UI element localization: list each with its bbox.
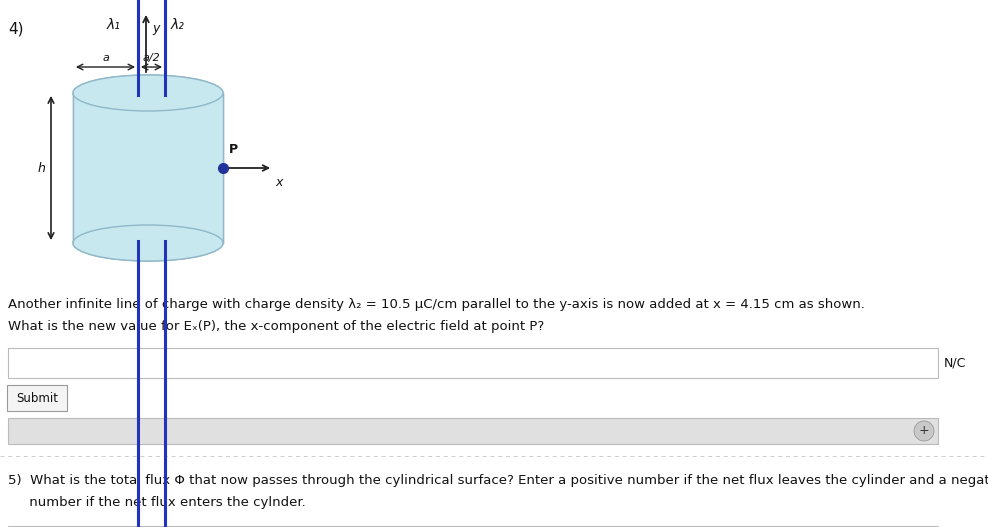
FancyBboxPatch shape (7, 385, 67, 411)
FancyBboxPatch shape (8, 526, 938, 527)
Text: P: P (229, 143, 238, 156)
Text: x: x (275, 176, 283, 189)
Text: λ₂: λ₂ (171, 18, 185, 32)
Ellipse shape (73, 75, 223, 111)
Polygon shape (73, 93, 223, 243)
FancyBboxPatch shape (8, 348, 938, 378)
Text: What is the new value for Eₓ(P), the x-component of the electric field at point : What is the new value for Eₓ(P), the x-c… (8, 320, 544, 333)
Text: N/C: N/C (944, 356, 966, 369)
Text: a: a (102, 53, 109, 63)
Text: a/2: a/2 (142, 53, 160, 63)
Text: λ₁: λ₁ (106, 18, 120, 32)
Circle shape (914, 421, 934, 441)
FancyBboxPatch shape (8, 418, 938, 444)
Ellipse shape (73, 225, 223, 261)
Text: h: h (38, 161, 45, 174)
Text: 5)  What is the total flux Φ that now passes through the cylindrical surface? En: 5) What is the total flux Φ that now pas… (8, 474, 988, 487)
Ellipse shape (73, 225, 223, 261)
Ellipse shape (73, 75, 223, 111)
Text: Submit: Submit (16, 392, 58, 405)
Text: +: + (919, 425, 930, 437)
Text: number if the net flux enters the cylnder.: number if the net flux enters the cylnde… (8, 496, 305, 509)
Text: Another infinite line of charge with charge density λ₂ = 10.5 μC/cm parallel to : Another infinite line of charge with cha… (8, 298, 864, 311)
Text: 4): 4) (8, 22, 24, 37)
Polygon shape (73, 93, 223, 243)
Text: y: y (152, 22, 159, 35)
